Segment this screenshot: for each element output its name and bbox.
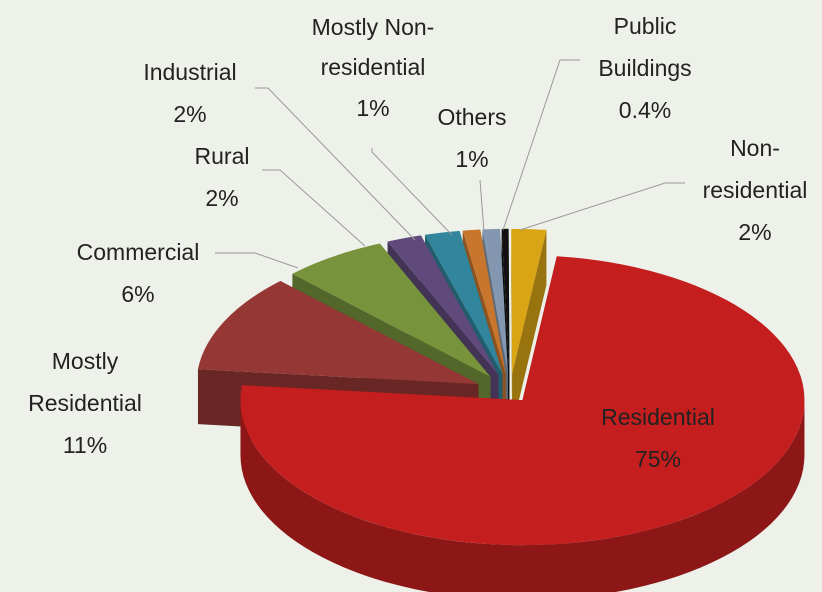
category-label: Mostly Residential	[28, 348, 142, 416]
category-label: Non-residential	[702, 135, 808, 203]
value-label: 2%	[205, 185, 239, 211]
slice-label: Mostly Residential 11%	[10, 340, 160, 466]
slice-label: Others 1%	[397, 96, 547, 180]
leader-line	[519, 182, 685, 231]
slice-label: Residential 75%	[583, 396, 733, 480]
pie-slice	[482, 228, 508, 374]
category-label: Industrial	[143, 59, 237, 85]
category-label: Others	[437, 104, 507, 130]
pie-slice	[197, 280, 479, 385]
value-label: 6%	[121, 281, 155, 307]
pie-slice	[387, 235, 499, 375]
value-label: 1%	[455, 146, 489, 172]
slice-label: Mostly Non-residential 1%	[293, 7, 453, 129]
pie-slice	[501, 228, 510, 374]
pie-slice	[425, 230, 503, 375]
pie-slice	[511, 228, 547, 374]
slice-label: Industrial 2%	[115, 51, 265, 135]
leader-line	[215, 252, 299, 269]
pie-slice	[462, 229, 506, 374]
leader-line	[255, 87, 416, 241]
slice-side	[240, 400, 805, 592]
leader-line	[371, 148, 453, 236]
leader-line	[479, 179, 485, 233]
slice-wall	[512, 229, 547, 429]
value-label: 11%	[62, 432, 108, 458]
category-label: Commercial	[76, 239, 200, 265]
leader-line	[262, 169, 366, 247]
value-label: 75%	[634, 446, 682, 472]
slice-wall	[511, 228, 513, 429]
slice-label: Commercial 6%	[63, 231, 213, 315]
slice-label: Rural 2%	[147, 135, 297, 219]
value-label: 2%	[738, 219, 772, 245]
category-label: Mostly Non-residential	[311, 14, 435, 80]
value-label: 0.4%	[618, 97, 672, 123]
category-label: Residential	[601, 404, 715, 430]
value-label: 1%	[356, 95, 390, 121]
slice-label: Public Buildings 0.4%	[580, 5, 710, 131]
slice-label: Non-residential 2%	[685, 127, 822, 253]
value-label: 2%	[173, 101, 207, 127]
category-label: Public Buildings	[598, 13, 692, 81]
leader-line	[502, 59, 580, 231]
category-label: Rural	[194, 143, 250, 169]
pie-slice	[240, 256, 805, 546]
pie-slice	[292, 243, 491, 377]
